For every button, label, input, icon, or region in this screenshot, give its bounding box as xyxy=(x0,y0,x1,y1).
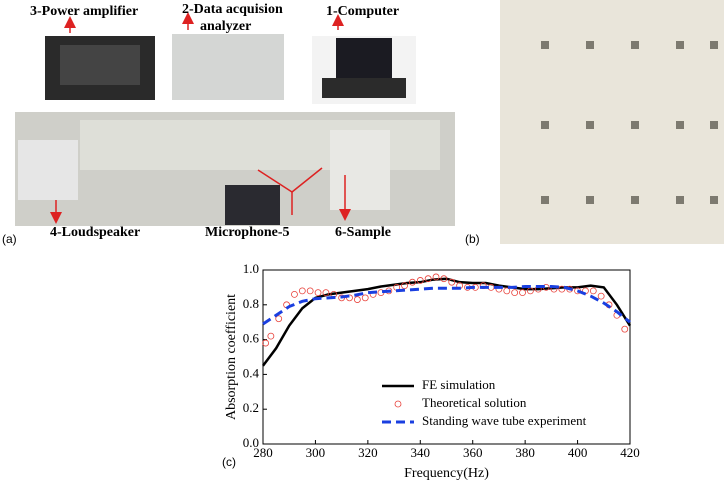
series-line xyxy=(262,285,631,326)
marker xyxy=(275,315,283,323)
marker xyxy=(346,294,353,302)
hole xyxy=(631,41,639,49)
hole xyxy=(710,41,718,49)
legend-label: Standing wave tube experiment xyxy=(422,413,587,428)
panel-label: (b) xyxy=(465,232,480,246)
x-tick-label: 320 xyxy=(358,445,378,460)
marker xyxy=(432,273,440,281)
legend-label: Theoretical solution xyxy=(422,395,527,410)
legend-label: FE simulation xyxy=(422,377,496,392)
marker xyxy=(361,294,369,302)
x-tick-label: 380 xyxy=(515,445,535,460)
marker xyxy=(448,278,456,286)
marker xyxy=(597,292,605,300)
hole xyxy=(631,121,639,129)
label: 2-Data acquision xyxy=(182,2,283,17)
y-tick-label: 1.0 xyxy=(243,261,259,276)
marker xyxy=(511,289,519,297)
hole xyxy=(676,196,684,204)
hole xyxy=(541,196,549,204)
hole xyxy=(631,196,639,204)
plot-frame xyxy=(262,269,631,445)
label: 4-Loudspeaker xyxy=(50,225,140,240)
label: analyzer xyxy=(200,19,251,34)
hole xyxy=(586,121,594,129)
marker xyxy=(424,275,432,283)
marker xyxy=(306,287,314,295)
hole xyxy=(541,41,549,49)
hole xyxy=(676,121,684,129)
panel-label: (a) xyxy=(2,232,17,246)
y-tick-label: 0.6 xyxy=(243,331,260,346)
marker xyxy=(558,285,566,293)
marker xyxy=(267,332,275,340)
marker xyxy=(401,282,408,290)
legend-marker xyxy=(394,400,402,408)
marker xyxy=(409,278,416,286)
photo-sample xyxy=(500,0,724,244)
marker xyxy=(440,275,448,283)
marker xyxy=(291,290,298,298)
y-tick-label: 0.4 xyxy=(243,365,260,380)
y-tick-label: 0.2 xyxy=(243,400,259,415)
label: 6-Sample xyxy=(335,225,391,240)
marker xyxy=(298,287,306,295)
marker xyxy=(621,325,629,333)
y-axis-label: Absorption coefficient xyxy=(224,294,239,420)
marker xyxy=(353,296,361,303)
x-tick-label: 300 xyxy=(306,445,326,460)
chart: 280 300 320 340 360 380 400 420 0.0 0.2 0.4 0.6 0.8 1… xyxy=(222,261,640,481)
hole xyxy=(586,41,594,49)
hole xyxy=(710,196,718,204)
marker xyxy=(589,287,597,295)
marker xyxy=(322,289,330,297)
y-tick-label: 0.8 xyxy=(243,296,259,311)
marker xyxy=(262,339,270,347)
x-axis-label: Frequency(Hz) xyxy=(404,466,489,481)
panel-label: (c) xyxy=(222,455,236,469)
label: Microphone-5 xyxy=(205,225,290,240)
hole xyxy=(676,41,684,49)
x-tick-label: 360 xyxy=(463,445,483,460)
label: 1-Computer xyxy=(326,4,399,19)
label: 3-Power amplifier xyxy=(30,4,138,19)
hole xyxy=(710,121,718,129)
arrows xyxy=(50,12,351,224)
marker xyxy=(314,289,322,297)
hole xyxy=(586,196,594,204)
x-tick-label: 340 xyxy=(411,445,431,460)
x-tick-label: 280 xyxy=(253,445,273,460)
marker xyxy=(416,277,424,284)
y-tick-label: 0.0 xyxy=(243,435,259,450)
x-tick-label: 420 xyxy=(620,445,640,460)
marker xyxy=(519,289,526,297)
holes xyxy=(541,41,718,204)
photo-setup xyxy=(15,34,455,226)
marker xyxy=(503,287,511,295)
hole xyxy=(541,121,549,129)
x-tick-label: 400 xyxy=(568,445,588,460)
